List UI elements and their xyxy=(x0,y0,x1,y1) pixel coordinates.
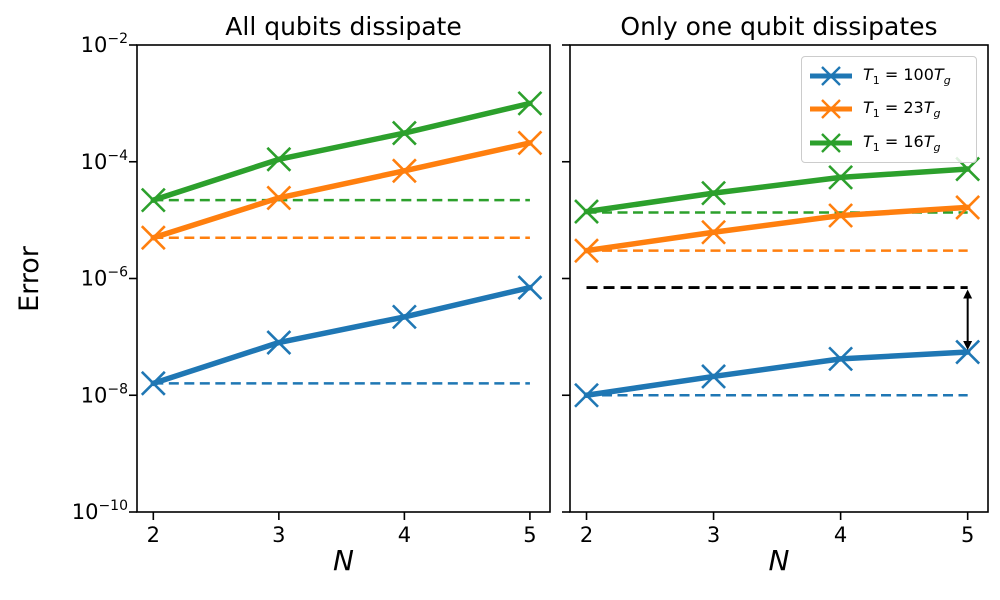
legend-line-x-marker-icon xyxy=(810,65,852,86)
x-marker-icon xyxy=(391,304,417,330)
y-tick-label: 10−8 xyxy=(81,381,128,407)
x-tick-label: 3 xyxy=(272,523,285,547)
series-line xyxy=(150,140,533,241)
legend-entry: T1 = 100Tg xyxy=(808,60,970,92)
series-line xyxy=(583,166,971,215)
x-axis-label-right: N xyxy=(768,544,790,577)
x-marker-icon xyxy=(828,346,854,372)
x-marker-icon xyxy=(701,180,726,206)
x-marker-icon xyxy=(517,130,543,156)
x-tick-label: 2 xyxy=(147,523,160,547)
x-marker-icon xyxy=(140,187,166,213)
legend-entry: T1 = 23Tg xyxy=(808,93,970,125)
x-tick-label: 4 xyxy=(398,523,411,547)
subplot-title-right: Only one qubit dissipates xyxy=(620,12,938,41)
x-marker-icon xyxy=(266,185,292,211)
y-tick-label: 10−10 xyxy=(72,498,128,524)
x-tick-label: 5 xyxy=(961,523,974,547)
x-marker-icon xyxy=(701,219,726,245)
x-marker-icon xyxy=(140,225,166,251)
subplot-title-left: All qubits dissipate xyxy=(225,12,462,41)
x-marker-icon xyxy=(266,146,292,172)
y-tick-label: 10−6 xyxy=(81,265,128,291)
arrow-head-up-icon xyxy=(963,289,973,299)
x-marker-icon xyxy=(955,339,981,365)
x-marker-icon xyxy=(517,275,543,300)
legend-label: T1 = 100Tg xyxy=(863,64,951,87)
x-marker-icon xyxy=(828,164,854,190)
series-line xyxy=(150,284,533,387)
x-marker-icon xyxy=(517,90,543,116)
legend-line-x-marker-icon xyxy=(810,133,852,153)
x-axis-label-left: N xyxy=(333,544,354,577)
legend-entry: T1 = 16Tg xyxy=(808,127,970,159)
x-tick-label: 3 xyxy=(707,523,720,547)
x-marker-icon xyxy=(574,238,599,264)
legend-label: T1 = 16Tg xyxy=(863,132,941,155)
x-marker-icon xyxy=(955,195,981,220)
x-marker-icon xyxy=(391,120,417,146)
series-line xyxy=(583,349,971,398)
x-marker-icon xyxy=(140,370,166,396)
x-marker-icon xyxy=(828,203,854,228)
y-tick-label: 10−2 xyxy=(81,31,128,57)
legend-line-x-marker-icon xyxy=(810,99,852,120)
arrow-head-down-icon xyxy=(963,341,973,351)
legend-label: T1 = 23Tg xyxy=(863,98,941,121)
series-line xyxy=(583,204,971,254)
x-tick-label: 5 xyxy=(523,523,536,547)
x-marker-icon xyxy=(574,382,599,408)
y-tick-label: 10−4 xyxy=(81,148,128,174)
x-marker-icon xyxy=(701,364,726,389)
x-tick-label: 4 xyxy=(834,523,847,547)
series-line xyxy=(150,100,533,203)
subplot-left: 2 3 4 5 10−2 10−4 10−6 10−8 10−10 xyxy=(72,31,551,547)
subplot-right: 2 3 4 5 xyxy=(562,44,989,547)
legend: T1 = 100Tg T1 = 23Tg T1 = 16Tg xyxy=(801,56,977,163)
x-marker-icon xyxy=(266,330,292,355)
y-axis-label: Error xyxy=(14,246,45,312)
x-tick-label: 2 xyxy=(580,523,593,547)
x-marker-icon xyxy=(574,199,599,225)
x-marker-icon xyxy=(391,158,417,184)
